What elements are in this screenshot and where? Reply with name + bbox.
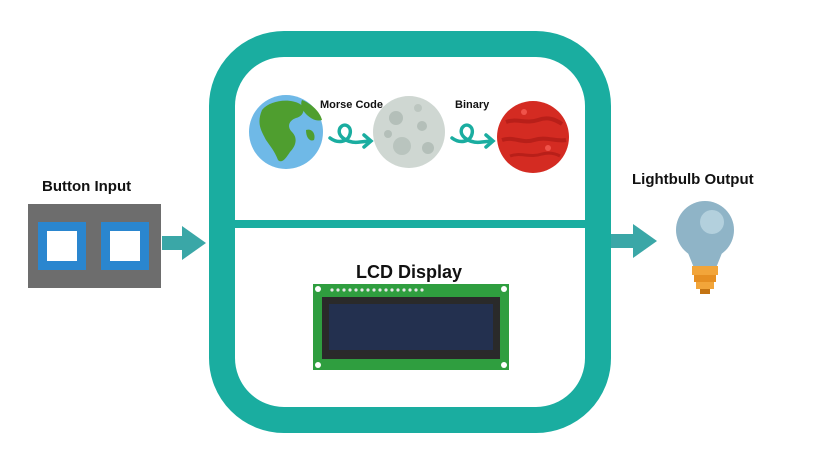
morse-code-label: Morse Code xyxy=(320,99,383,111)
moon-icon xyxy=(373,96,445,168)
lcd-pin xyxy=(414,288,418,292)
lcd-pin xyxy=(378,288,382,292)
mars-icon xyxy=(497,101,569,173)
lcd-pin xyxy=(384,288,388,292)
lcd-pin xyxy=(348,288,352,292)
lcd-pin xyxy=(396,288,400,292)
squiggle-arrow-icon xyxy=(450,123,496,149)
lcd-pin xyxy=(342,288,346,292)
lcd-pin xyxy=(354,288,358,292)
lcd-pin xyxy=(402,288,406,292)
lcd-pin xyxy=(360,288,364,292)
earth-icon xyxy=(249,95,323,169)
lcd-pin xyxy=(336,288,340,292)
button-input-panel xyxy=(28,204,161,288)
button-input-label: Button Input xyxy=(42,178,132,195)
squiggle-arrow-icon xyxy=(328,123,374,149)
input-arrow xyxy=(162,226,206,260)
lcd-pin xyxy=(420,288,424,292)
lcd-pin xyxy=(366,288,370,292)
lightbulb-icon xyxy=(676,201,734,294)
output-arrow xyxy=(611,224,657,258)
binary-label: Binary xyxy=(455,99,490,111)
lcd-icon xyxy=(313,284,509,370)
processor-frame xyxy=(209,31,611,433)
lightbulb-output-label: Lightbulb Output xyxy=(632,171,754,188)
lcd-display-label: LCD Display xyxy=(356,262,463,282)
lcd-pin xyxy=(390,288,394,292)
lcd-pin xyxy=(408,288,412,292)
lcd-pin xyxy=(372,288,376,292)
lcd-pin xyxy=(330,288,334,292)
